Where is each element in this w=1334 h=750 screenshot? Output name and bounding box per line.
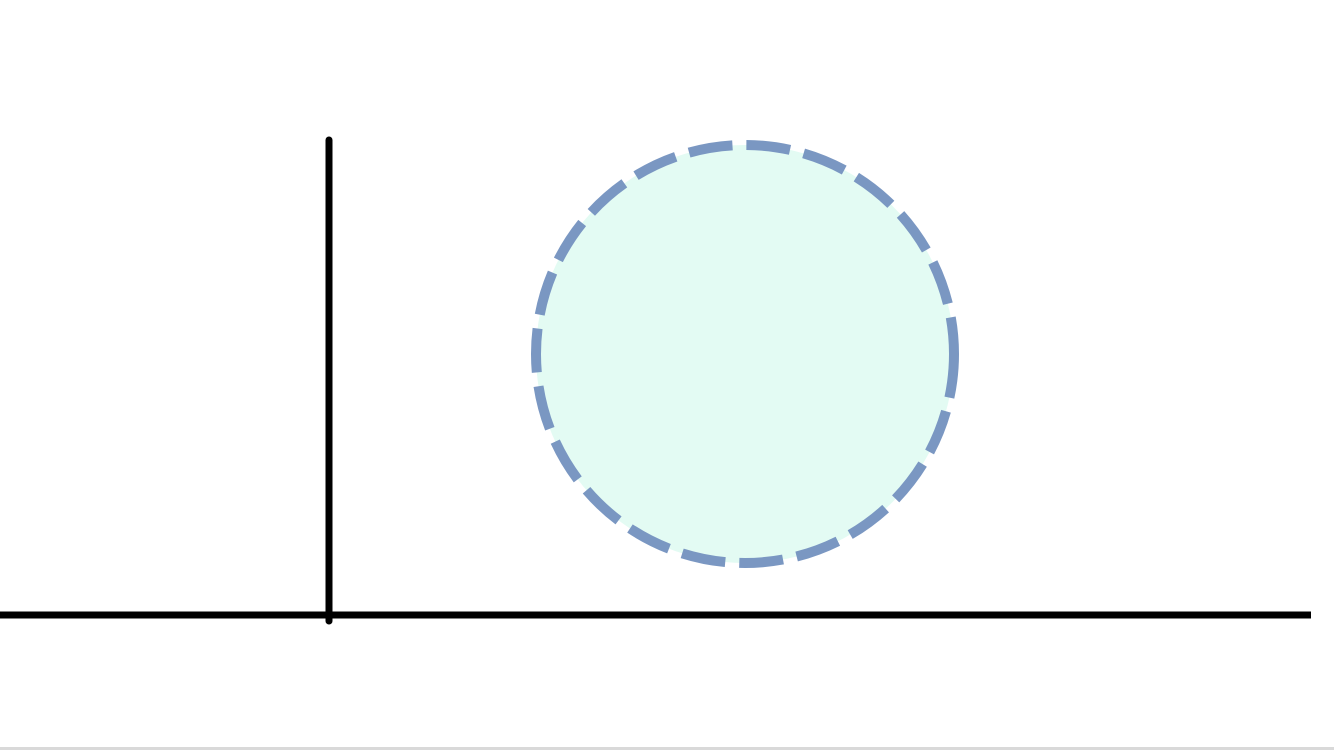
dashed-circle	[531, 140, 959, 568]
bottom-edge-rule	[0, 747, 1334, 750]
